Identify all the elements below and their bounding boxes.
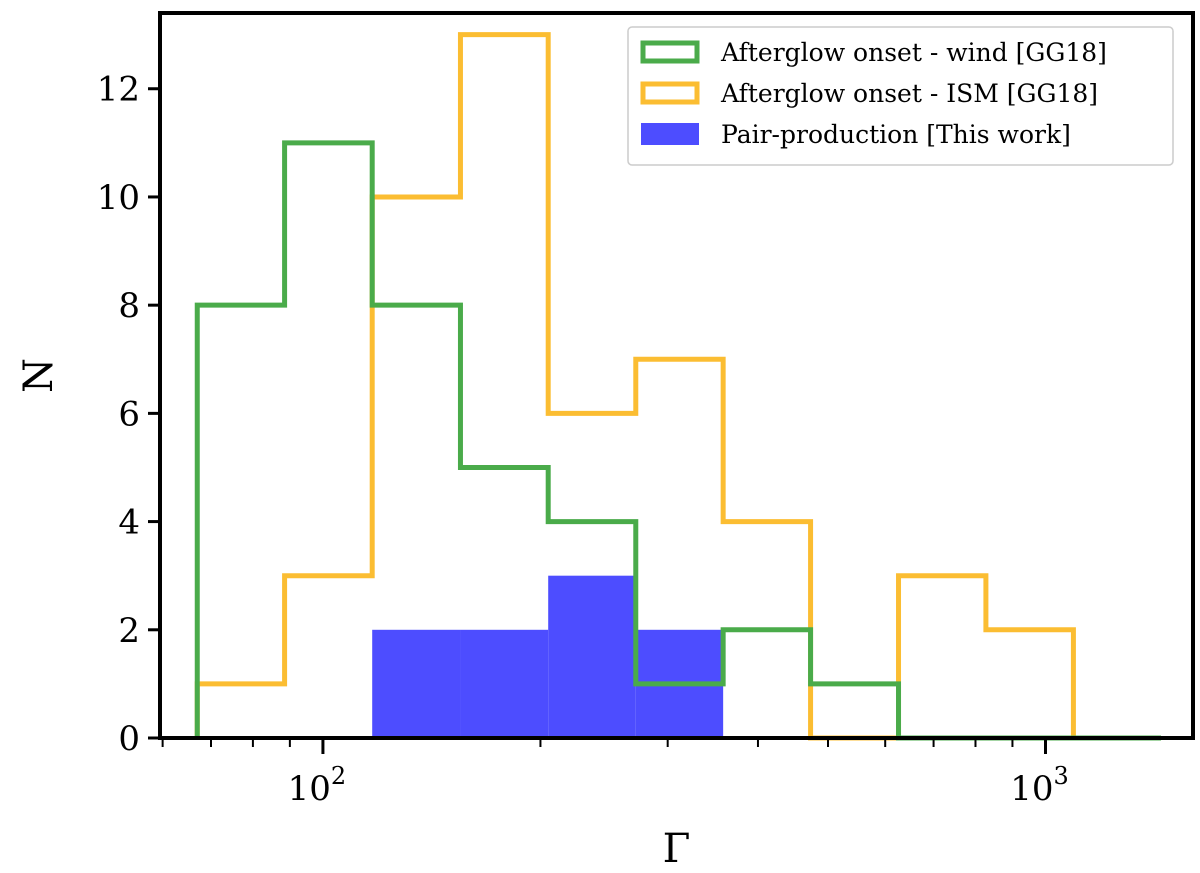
pair-production-bar: [548, 575, 636, 738]
y-tick-label: 6: [118, 394, 140, 434]
y-tick-label: 10: [97, 178, 140, 218]
y-tick-label: 8: [118, 286, 140, 326]
ism-series-step-line: [194, 32, 1162, 741]
x-axis-label: Γ: [663, 826, 691, 872]
filled-bars-layer: [372, 575, 724, 738]
legend-entry: Afterglow onset - ISM [GG18]: [640, 79, 1098, 108]
legend-label: Afterglow onset - ISM [GG18]: [720, 79, 1098, 108]
wind-series-step-line: [194, 140, 1162, 741]
legend-label: Afterglow onset - wind [GG18]: [720, 38, 1107, 67]
legend: Afterglow onset - wind [GG18] Afterglow o…: [627, 26, 1174, 166]
legend-entry: Afterglow onset - wind [GG18]: [640, 38, 1107, 67]
legend-swatch: [640, 40, 700, 64]
legend-label: Pair-production [This work]: [721, 120, 1071, 149]
y-tick-label: 2: [118, 611, 140, 651]
y-tick-label: 12: [97, 70, 140, 110]
plot-frame: [158, 11, 1195, 740]
pair-production-bar: [372, 629, 461, 738]
y-tick-label: 0: [118, 719, 140, 759]
legend-entry: Pair-production [This work]: [641, 120, 1071, 149]
pair-production-bar: [460, 629, 549, 738]
legend-swatch: [641, 123, 699, 145]
axis-ticks-layer: 0 2 4 6 8 10 12 102 103: [97, 70, 1069, 809]
x-tick-label: 102: [288, 762, 347, 809]
step-lines-layer: [194, 32, 1162, 741]
legend-box: [627, 26, 1174, 166]
legend-swatch: [640, 81, 700, 105]
x-tick-label: 103: [1010, 762, 1069, 809]
y-axis-label: N: [16, 358, 62, 393]
y-tick-label: 4: [118, 503, 140, 543]
